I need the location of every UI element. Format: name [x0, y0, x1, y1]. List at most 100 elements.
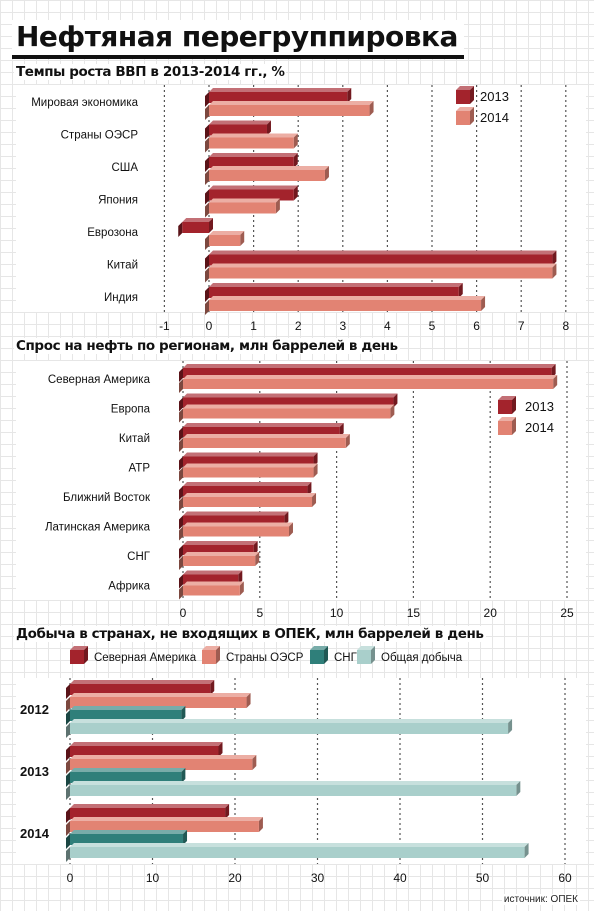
bar-2014 — [179, 404, 395, 423]
x-tick-label: 0 — [180, 606, 187, 620]
x-tick-label: -1 — [159, 319, 170, 333]
bar-2014 — [205, 166, 329, 185]
bar-2013 — [178, 218, 213, 237]
bar-series-4 — [66, 719, 513, 738]
x-tick-label: 25 — [560, 606, 574, 620]
legend-swatch — [498, 417, 516, 435]
source-note: источник: ОПЕК — [501, 894, 580, 905]
x-tick-label: 0 — [67, 871, 74, 885]
category-label: Ближний Восток — [63, 492, 151, 504]
bar-2014 — [179, 375, 558, 393]
category-label: Страны ОЭСР — [61, 130, 139, 142]
x-tick-label: 7 — [518, 319, 525, 333]
bar-2014 — [179, 493, 317, 511]
bar-series-1 — [66, 804, 230, 823]
category-label: 2013 — [20, 764, 49, 779]
bar-2014 — [179, 581, 244, 600]
bar-2014 — [205, 263, 557, 283]
legend-swatch — [498, 396, 516, 414]
category-label: Япония — [98, 195, 138, 207]
category-label: Индия — [104, 292, 138, 304]
bar-2014 — [179, 463, 318, 482]
x-tick-label: 50 — [476, 871, 490, 885]
bar-2014 — [205, 296, 486, 315]
x-tick-label: 10 — [146, 871, 160, 885]
category-label: 2012 — [20, 702, 49, 717]
x-tick-label: 30 — [311, 871, 325, 885]
bar-2013 — [179, 541, 258, 559]
bar-2013 — [179, 511, 289, 530]
category-label: Африка — [108, 581, 150, 593]
x-tick-label: 20 — [484, 606, 498, 620]
x-tick-label: 20 — [228, 871, 242, 885]
bar-2013 — [179, 423, 344, 441]
bar-2013 — [205, 283, 463, 302]
legend-swatch — [357, 646, 375, 664]
bar-2013 — [179, 570, 243, 589]
legend-label: Страны ОЭСР — [226, 652, 304, 664]
x-tick-label: 5 — [429, 319, 436, 333]
category-label: 2014 — [20, 826, 50, 841]
x-tick-label: 40 — [393, 871, 407, 885]
legend-label: 2014 — [480, 110, 509, 125]
bar-2014 — [205, 231, 245, 250]
category-label: США — [111, 162, 138, 174]
legend-swatch — [456, 107, 474, 125]
bar-series-2 — [66, 817, 263, 836]
bar-2013 — [205, 120, 271, 140]
non-opec-production-chart-title: Добыча в странах, не входящих в ОПЕК, мл… — [14, 626, 486, 642]
x-tick-label: 8 — [562, 319, 569, 333]
category-label: АТР — [129, 463, 151, 475]
gdp-growth-chart: -1 0 1 2 3 4 5 6 7 8 Мировая экономика Страны ОЭСР С… — [16, 85, 586, 333]
bar-2013 — [179, 393, 398, 412]
x-tick-label: 3 — [339, 319, 346, 333]
legend-label: Общая добыча — [381, 652, 463, 664]
bar-series-3 — [66, 706, 186, 725]
bar-2014 — [179, 552, 260, 570]
legend-swatch — [456, 86, 474, 104]
bar-2014 — [205, 198, 280, 218]
bar-series-1 — [66, 680, 215, 699]
bar-2014 — [205, 101, 374, 120]
x-tick-label: 0 — [206, 319, 213, 333]
x-tick-label: 5 — [256, 606, 263, 620]
category-label: Латинская Америка — [45, 522, 151, 534]
bar-2013 — [205, 250, 557, 270]
legend-swatch — [310, 646, 328, 664]
legend-swatch — [202, 646, 220, 664]
legend-label: Северная Америка — [94, 652, 197, 664]
bar-2013 — [205, 88, 352, 107]
legend-label: 2014 — [525, 420, 554, 435]
bar-2013 — [179, 452, 318, 471]
x-tick-label: 15 — [407, 606, 421, 620]
bar-series-3 — [66, 830, 188, 849]
category-label: Еврозона — [87, 227, 138, 239]
bar-2014 — [179, 522, 293, 541]
bar-2013 — [205, 153, 298, 172]
oil-demand-chart-title: Спрос на нефть по регионам, млн баррелей… — [14, 338, 400, 354]
category-label: Европа — [111, 404, 151, 416]
category-label: Китай — [119, 433, 150, 445]
legend-label: 2013 — [525, 399, 554, 414]
bar-series-4 — [66, 843, 529, 862]
bar-2013 — [205, 185, 298, 205]
legend-label: СНГ — [334, 652, 358, 664]
x-tick-label: 4 — [384, 319, 391, 333]
category-label: Мировая экономика — [31, 97, 138, 109]
x-tick-label: 2 — [295, 319, 302, 333]
category-label: СНГ — [127, 551, 151, 563]
x-tick-label: 10 — [330, 606, 344, 620]
bar-2013 — [179, 482, 312, 500]
bar-series-1 — [66, 742, 223, 761]
x-tick-label: 1 — [250, 319, 257, 333]
oil-demand-chart: 0 5 10 15 20 25 Северная Америка Европа Китай АТР… — [16, 361, 586, 620]
bar-2014 — [205, 133, 298, 153]
gdp-chart-title: Темпы роста ВВП в 2013-2014 гг., % — [14, 64, 287, 80]
category-label: Северная Америка — [48, 374, 151, 386]
x-tick-label: 6 — [473, 319, 480, 333]
non-opec-production-chart: 0 10 20 30 40 50 60 Северная Америка Страны ОЭСР… — [16, 646, 586, 885]
bar-series-2 — [66, 693, 251, 712]
bar-2013 — [179, 364, 556, 382]
legend-swatch — [70, 646, 88, 664]
bar-series-4 — [66, 781, 521, 800]
